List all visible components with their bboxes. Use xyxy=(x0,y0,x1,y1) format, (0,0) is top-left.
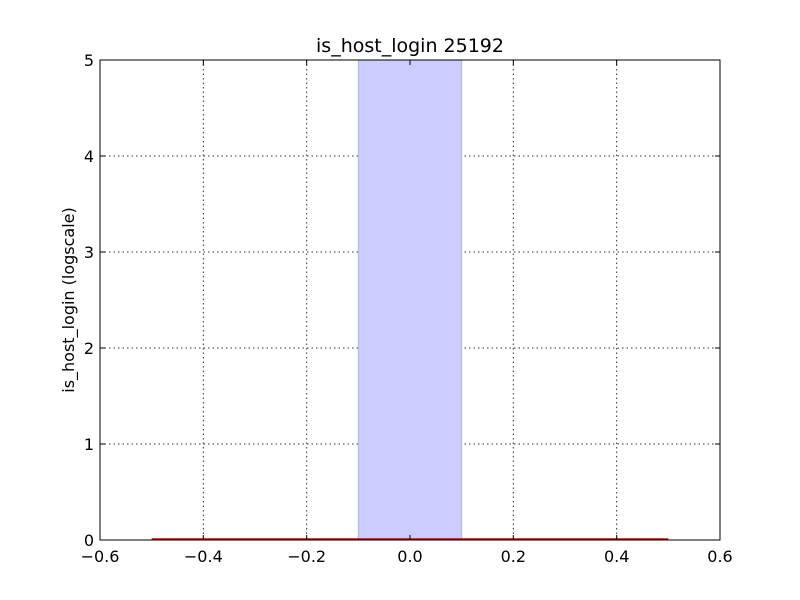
y-tick-label: 4 xyxy=(84,147,94,166)
x-tick-label: −0.4 xyxy=(184,547,223,566)
y-tick-label: 0 xyxy=(84,531,94,550)
bar xyxy=(357,59,463,541)
x-tick-label: −0.6 xyxy=(81,547,120,566)
x-tick-label: 0.6 xyxy=(707,547,732,566)
y-tick-label: 1 xyxy=(84,435,94,454)
y-axis-label: is_host_login (logscale) xyxy=(59,207,79,392)
x-tick-label: −0.2 xyxy=(287,547,326,566)
y-tick-label: 2 xyxy=(84,339,94,358)
x-tick-label: 0.4 xyxy=(604,547,629,566)
y-tick-label: 3 xyxy=(84,243,94,262)
chart-title: is_host_login 25192 xyxy=(316,35,504,57)
axis-ticks xyxy=(99,59,721,541)
x-tick-label: 0.0 xyxy=(397,547,422,566)
tick-labels: −0.6 −0.4 −0.2 0.0 0.2 0.4 0.6 0 1 2 3 4 5 xyxy=(81,51,733,566)
x-tick-label: 0.2 xyxy=(501,547,526,566)
bars xyxy=(357,59,463,541)
y-tick-label: 5 xyxy=(84,51,94,70)
